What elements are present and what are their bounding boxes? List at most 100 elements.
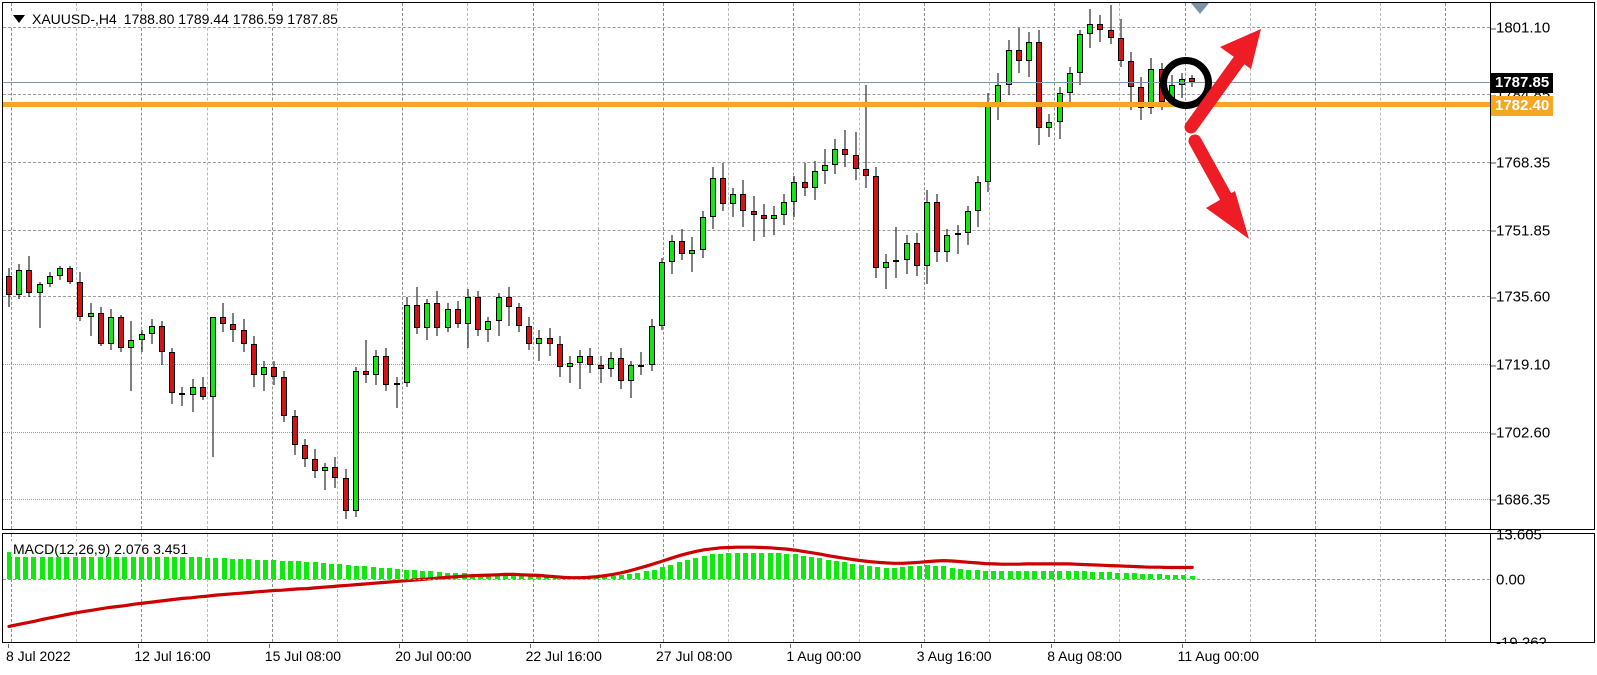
gridline-vertical xyxy=(402,3,404,529)
macd-histogram-bar xyxy=(726,553,732,579)
macd-value-axis[interactable]: 13.605 0.00 -19.262 xyxy=(1491,527,1596,652)
candle-body xyxy=(699,216,706,250)
candle-body xyxy=(893,259,900,262)
candle-body xyxy=(352,370,359,511)
candle-body xyxy=(138,333,145,340)
macd-histogram-bar xyxy=(428,571,434,579)
candlestick xyxy=(26,3,33,529)
macd-histogram-bar xyxy=(618,575,624,579)
candle-body xyxy=(118,317,125,349)
candlestick xyxy=(669,3,675,529)
macd-histogram-bar xyxy=(287,560,293,579)
gridline-vertical xyxy=(1380,534,1382,642)
macd-histogram-bar xyxy=(1140,573,1146,579)
price-axis-tick: 1719.10 xyxy=(1491,357,1550,374)
candlestick xyxy=(597,3,604,529)
candlestick xyxy=(648,3,655,529)
candle-body xyxy=(1087,23,1094,34)
candlestick xyxy=(862,3,869,529)
gridline-horizontal xyxy=(3,296,1490,298)
candle-body xyxy=(281,376,288,416)
candlestick xyxy=(516,3,522,529)
candlestick xyxy=(403,3,410,529)
macd-histogram-bar xyxy=(14,551,20,579)
candle-body xyxy=(618,358,624,382)
gridline-vertical xyxy=(1184,534,1186,642)
candle-body xyxy=(414,305,420,328)
support-level-line[interactable] xyxy=(3,102,1490,108)
macd-histogram-bar xyxy=(1082,571,1088,579)
macd-indicator-panel[interactable]: 13.605 0.00 -19.262 MACD(12,26,9) 2.076 3.… xyxy=(2,527,1596,652)
candle-wick xyxy=(885,253,887,289)
candle-body xyxy=(1036,42,1043,129)
time-axis[interactable]: 8 Jul 2022 12 Jul 16:00 15 Jul 08:00 20 Jul… xyxy=(2,644,1595,673)
candlestick xyxy=(271,3,278,529)
candle-wick xyxy=(538,329,540,361)
macd-histogram-bar xyxy=(105,553,111,579)
macd-histogram-bar xyxy=(891,567,897,579)
candle-body xyxy=(26,270,33,293)
candle-body xyxy=(648,325,655,365)
macd-histogram-bar xyxy=(1015,571,1021,579)
candlestick xyxy=(230,3,237,529)
macd-histogram-bar xyxy=(974,570,980,579)
time-axis-label: 1 Aug 00:00 xyxy=(786,648,862,664)
candle-wick xyxy=(640,352,642,375)
candle-body xyxy=(67,268,74,283)
time-axis-label: 11 Aug 00:00 xyxy=(1177,648,1260,664)
macd-histogram-bar xyxy=(775,553,781,579)
candlestick xyxy=(760,3,767,529)
candlestick xyxy=(16,3,23,529)
price-chart-panel[interactable]: 1801.10 1784.85 1768.35 1751.85 1735.60 1719.… xyxy=(2,2,1595,530)
candle-body xyxy=(36,284,43,293)
candle-body xyxy=(6,276,12,295)
price-zone-circle-annotation[interactable] xyxy=(1160,57,1213,110)
macd-histogram-bar xyxy=(180,556,186,579)
gridline-vertical xyxy=(858,3,860,529)
candlestick xyxy=(57,3,63,529)
candle-body xyxy=(1138,87,1145,108)
candle-body xyxy=(363,370,369,375)
candle-body xyxy=(1128,60,1134,88)
macd-histogram-bar xyxy=(80,552,86,579)
candle-body xyxy=(689,249,696,254)
candle-body xyxy=(1077,33,1083,73)
level-price-badge[interactable]: 1782.40 xyxy=(1491,96,1554,117)
triangle-down-icon[interactable] xyxy=(13,15,25,23)
macd-histogram-bar xyxy=(279,560,285,579)
gridline-vertical xyxy=(1119,534,1121,642)
time-axis-label: 12 Jul 16:00 xyxy=(134,648,211,664)
candlestick xyxy=(577,3,584,529)
candle-wick xyxy=(90,302,92,336)
macd-histogram-bar xyxy=(916,565,922,579)
candlestick xyxy=(964,3,971,529)
macd-histogram-bar xyxy=(387,568,393,579)
candle-body xyxy=(291,415,298,445)
gridline-vertical xyxy=(337,3,338,529)
chart-symbol-label: XAUUSD-,H4 1788.80 1789.44 1786.59 1787.… xyxy=(11,11,340,27)
macd-histogram-bar xyxy=(1131,573,1137,579)
candle-body xyxy=(87,313,94,318)
macd-histogram-bar xyxy=(56,550,62,579)
candle-wick xyxy=(569,356,571,384)
price-axis[interactable]: 1801.10 1784.85 1768.35 1751.85 1735.60 1719.… xyxy=(1491,3,1596,529)
candle-body xyxy=(383,356,390,386)
candlestick xyxy=(1128,3,1134,529)
candle-wick xyxy=(579,350,581,390)
gridline-vertical xyxy=(793,3,795,529)
candlestick xyxy=(954,3,961,529)
price-axis-tick: 1686.35 xyxy=(1491,491,1550,508)
candlestick xyxy=(424,3,431,529)
candle-body xyxy=(475,296,482,330)
gridline-vertical xyxy=(141,534,143,642)
macd-plot-area[interactable] xyxy=(3,534,1490,642)
macd-histogram-bar xyxy=(89,552,95,579)
macd-histogram-bar xyxy=(1173,575,1179,579)
macd-histogram-bar xyxy=(759,553,765,579)
candle-body xyxy=(312,459,318,472)
candlestick xyxy=(658,3,665,529)
candle-body xyxy=(822,165,828,172)
candlestick xyxy=(322,3,329,529)
gridline-vertical xyxy=(1315,534,1316,642)
price-plot-area[interactable] xyxy=(3,3,1490,529)
